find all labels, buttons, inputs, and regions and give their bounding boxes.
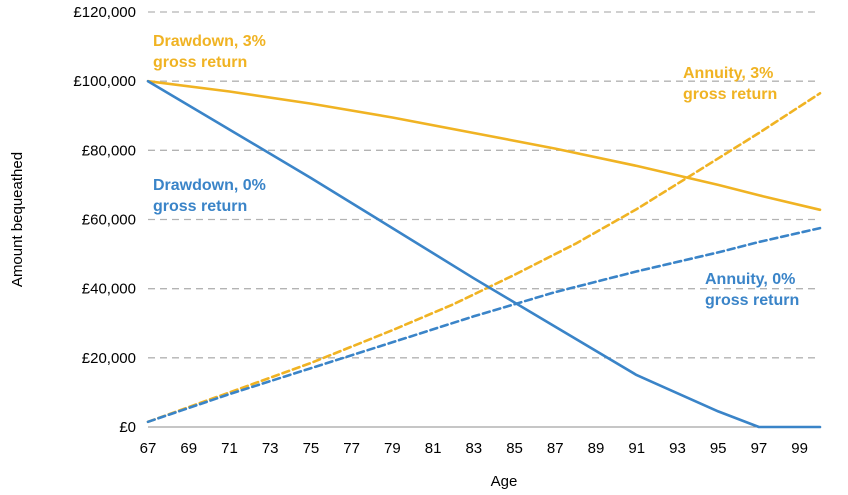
annotation-line: gross return <box>683 86 777 103</box>
series-line-drawdown-3 <box>146 79 822 212</box>
x-tick-label: 97 <box>751 440 768 457</box>
x-axis-title: Age <box>491 473 518 490</box>
annotation-annuity-0: Annuity, 0% gross return <box>705 271 799 309</box>
annotation-line: gross return <box>153 54 247 71</box>
x-tick-label: 87 <box>547 440 564 457</box>
annotation-drawdown-0: Drawdown, 0% gross return <box>153 177 266 215</box>
x-tick-label: 67 <box>140 440 157 457</box>
y-axis-title: Amount bequeathed <box>9 152 26 287</box>
x-tick-label: 69 <box>180 440 197 457</box>
x-tick-label: 99 <box>791 440 808 457</box>
annotation-line: Annuity, 3% <box>683 65 773 82</box>
y-tick-label: £0 <box>119 419 136 436</box>
series-line-annuity-0 <box>146 226 822 424</box>
annotation-line: gross return <box>705 292 799 309</box>
x-tick-label: 79 <box>384 440 401 457</box>
x-tick-label: 77 <box>343 440 360 457</box>
y-tick-label: £80,000 <box>82 142 136 159</box>
x-tick-label: 85 <box>506 440 523 457</box>
annotation-line: Drawdown, 3% <box>153 33 266 50</box>
x-tick-label: 75 <box>303 440 320 457</box>
x-tick-label: 83 <box>465 440 482 457</box>
annotation-line: gross return <box>153 198 247 215</box>
y-tick-label: £40,000 <box>82 281 136 298</box>
x-axis-ticks: 67 69 71 73 75 77 79 81 83 85 87 89 91 93 95 97 99 <box>140 440 808 457</box>
x-tick-label: 93 <box>669 440 686 457</box>
series-line-annuity-3 <box>146 92 822 424</box>
x-tick-label: 73 <box>262 440 279 457</box>
x-tick-label: 89 <box>588 440 605 457</box>
y-tick-label: £20,000 <box>82 350 136 367</box>
y-tick-label: £100,000 <box>73 73 136 90</box>
series-annotations: Drawdown, 3% gross return Annuity, 3% gross… <box>153 33 799 309</box>
y-axis-ticks: £0 £20,000 £40,000 £60,000 £80,000 £100,000 £1… <box>73 4 136 436</box>
annotation-annuity-3: Annuity, 3% gross return <box>683 65 777 103</box>
annotation-line: Annuity, 0% <box>705 271 795 288</box>
y-tick-label: £120,000 <box>73 4 136 21</box>
x-tick-label: 71 <box>221 440 238 457</box>
series-line-drawdown-0 <box>146 79 822 429</box>
gridlines <box>148 11 820 359</box>
x-tick-label: 81 <box>425 440 442 457</box>
x-tick-label: 91 <box>628 440 645 457</box>
y-tick-label: £60,000 <box>82 212 136 229</box>
annotation-drawdown-3: Drawdown, 3% gross return <box>153 33 266 71</box>
x-tick-label: 95 <box>710 440 727 457</box>
annotation-line: Drawdown, 0% <box>153 177 266 194</box>
series-lines <box>146 79 822 429</box>
